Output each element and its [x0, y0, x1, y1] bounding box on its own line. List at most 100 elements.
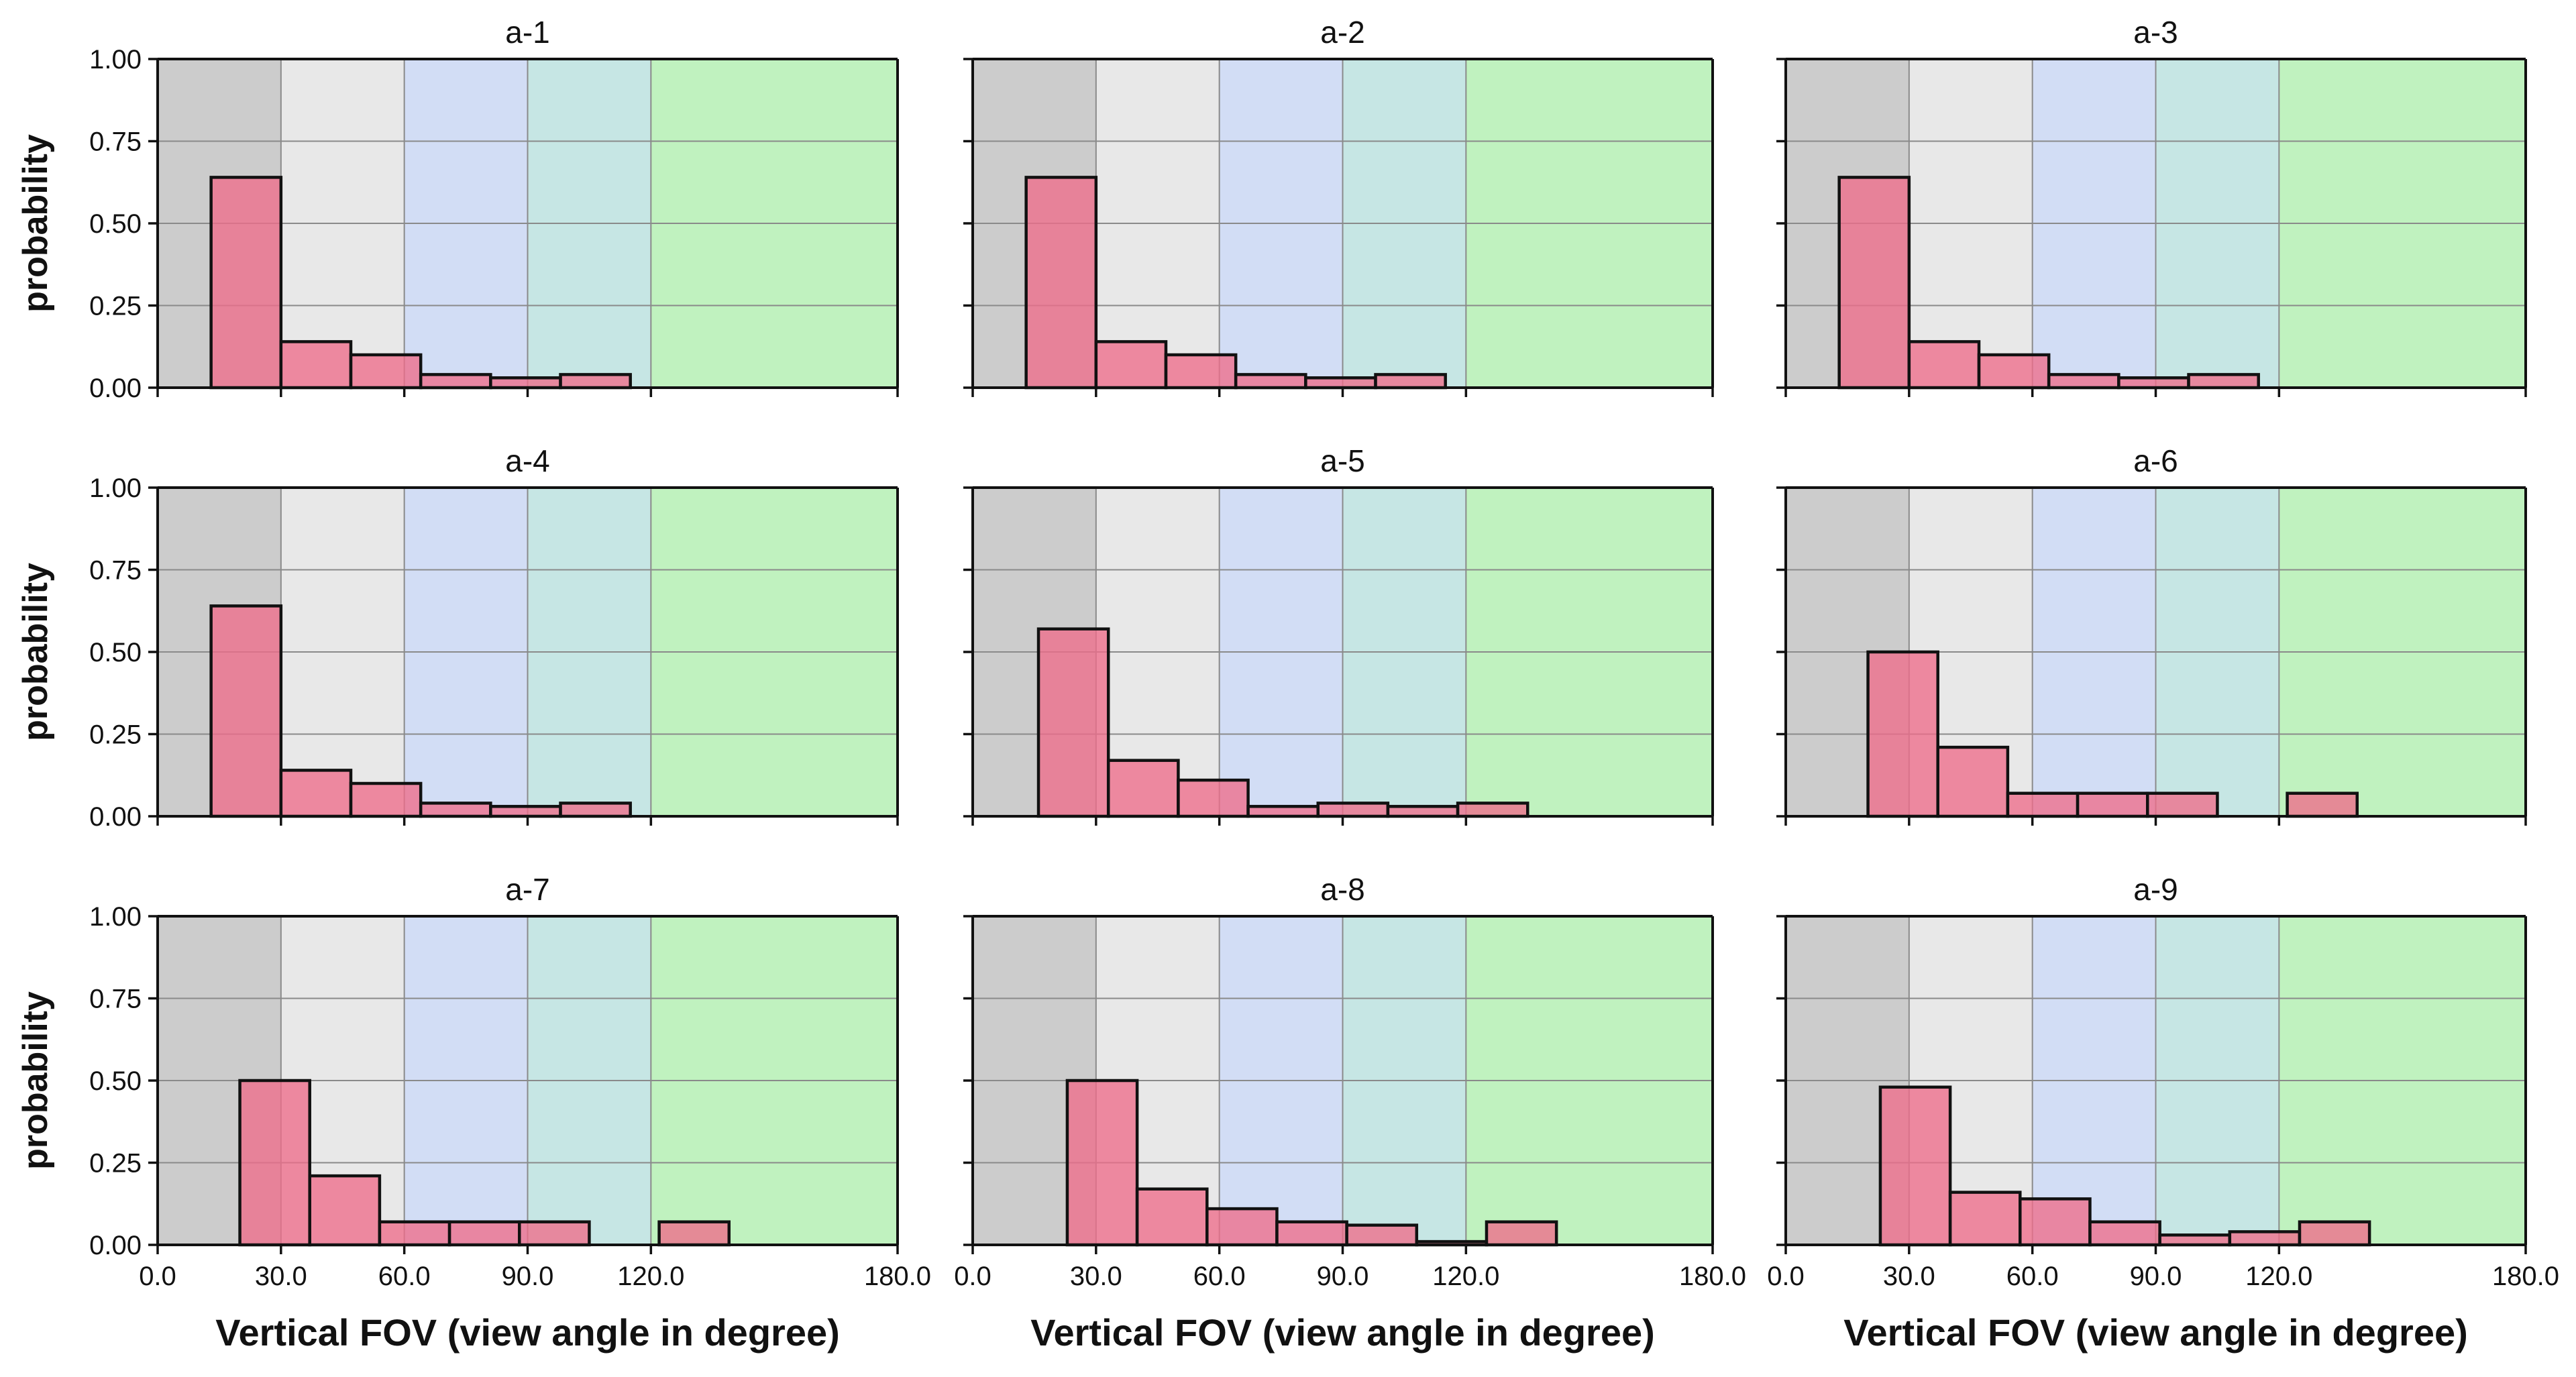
histogram-bar [2047, 373, 2121, 390]
histogram-bar [279, 340, 353, 390]
x-axis-label: Vertical FOV (view angle in degree) [1843, 1311, 2468, 1354]
y-tick-label: 0.00 [89, 374, 142, 403]
histogram-bar [378, 1220, 451, 1247]
histogram-bar [1866, 650, 1939, 818]
histogram-bar [1246, 805, 1320, 818]
x-tick-label: 90.0 [1317, 1262, 1369, 1291]
x-tick-label: 30.0 [1883, 1262, 1935, 1291]
y-tick-label: 0.75 [89, 985, 142, 1014]
histogram-bar [559, 802, 632, 818]
histogram-bar [1345, 1223, 1419, 1247]
histogram-bar [279, 769, 353, 818]
histogram-bar [489, 805, 562, 818]
histogram-bar [349, 353, 423, 390]
histogram-bar [657, 1220, 731, 1247]
panel-title: a-9 [2133, 872, 2178, 907]
x-tick-label: 180.0 [1679, 1262, 1746, 1291]
y-axis-label: probability [16, 134, 55, 313]
histogram-bar [2286, 791, 2359, 818]
x-tick-label: 30.0 [1070, 1262, 1122, 1291]
histogram-bar [238, 1079, 311, 1247]
panel-title: a-7 [505, 872, 549, 907]
histogram-bar [1177, 778, 1250, 818]
histogram-bar [1837, 176, 1911, 390]
histogram-bar [1304, 376, 1377, 390]
y-tick-label: 0.50 [89, 209, 142, 239]
x-tick-label: 180.0 [864, 1262, 931, 1291]
histogram-bar [1948, 1191, 2022, 1247]
y-tick-label: 0.50 [89, 638, 142, 667]
panel-title: a-8 [1320, 872, 1364, 907]
y-tick-label: 0.50 [89, 1066, 142, 1096]
histogram-bar [1456, 802, 1529, 818]
histogram-bar [1205, 1207, 1279, 1247]
x-tick-label: 0.0 [139, 1262, 176, 1291]
panel-title: a-1 [505, 15, 549, 50]
panel-title: a-2 [1320, 15, 1364, 50]
histogram-bar [349, 781, 423, 818]
histogram-bar [1386, 805, 1460, 818]
histogram-bar [517, 1220, 591, 1247]
panel-title: a-6 [2133, 443, 2178, 478]
histogram-bar [1936, 745, 2010, 818]
histogram-bar [1036, 627, 1110, 818]
x-tick-label: 120.0 [2245, 1262, 2312, 1291]
histogram-bar [447, 1220, 521, 1247]
histogram-bar [559, 373, 632, 390]
histogram-bar [2088, 1220, 2161, 1247]
histogram-bar [1065, 1079, 1139, 1247]
x-axis-label: Vertical FOV (view angle in degree) [215, 1311, 840, 1354]
x-tick-label: 0.0 [1767, 1262, 1805, 1291]
x-tick-label: 90.0 [502, 1262, 554, 1291]
histogram-bar [419, 373, 492, 390]
histogram-bar [2117, 376, 2190, 390]
x-tick-label: 120.0 [1432, 1262, 1499, 1291]
histogram-bar [308, 1174, 382, 1247]
histogram-bar [1094, 340, 1168, 390]
x-tick-label: 120.0 [617, 1262, 684, 1291]
x-tick-label: 30.0 [255, 1262, 307, 1291]
histogram-bar [1106, 759, 1180, 818]
panel-title: a-4 [505, 443, 549, 478]
histogram-bar [1485, 1220, 1558, 1247]
y-tick-label: 1.00 [89, 902, 142, 932]
x-axis-label: Vertical FOV (view angle in degree) [1030, 1311, 1655, 1354]
panel-title: a-3 [2133, 15, 2178, 50]
histogram-bar [1374, 373, 1447, 390]
x-tick-label: 90.0 [2130, 1262, 2182, 1291]
histogram-bar [2298, 1220, 2371, 1247]
panel-title: a-5 [1320, 443, 1364, 478]
y-tick-label: 0.25 [89, 1149, 142, 1178]
y-tick-label: 0.25 [89, 720, 142, 750]
histogram-bar [1135, 1187, 1209, 1247]
histogram-bar [1907, 340, 1981, 390]
histogram-bar [1977, 353, 2051, 390]
y-tick-label: 1.00 [89, 45, 142, 74]
histogram-bar [489, 376, 562, 390]
histogram-bar [2158, 1233, 2232, 1247]
y-tick-label: 0.75 [89, 556, 142, 586]
y-tick-label: 0.25 [89, 292, 142, 321]
histogram-bar [2076, 791, 2149, 818]
histogram-bar [2228, 1230, 2302, 1247]
y-tick-label: 0.00 [89, 802, 142, 832]
histogram-bar [1024, 176, 1098, 390]
histogram-bar [1316, 802, 1390, 818]
histogram-bar [1234, 373, 1307, 390]
histogram-bar [419, 802, 492, 818]
y-tick-label: 0.00 [89, 1231, 142, 1260]
histogram-bar [209, 604, 283, 818]
y-tick-label: 0.75 [89, 127, 142, 157]
y-axis-label: probability [16, 563, 55, 741]
histogram-bar [2019, 1197, 2092, 1247]
x-tick-label: 60.0 [378, 1262, 431, 1291]
histogram-bar [2006, 791, 2080, 818]
histogram-bar [1164, 353, 1238, 390]
histogram-bar [1878, 1085, 1952, 1247]
x-tick-label: 60.0 [2006, 1262, 2059, 1291]
y-tick-label: 1.00 [89, 474, 142, 503]
histogram-bar [2145, 791, 2219, 818]
histogram-bar [209, 176, 283, 390]
